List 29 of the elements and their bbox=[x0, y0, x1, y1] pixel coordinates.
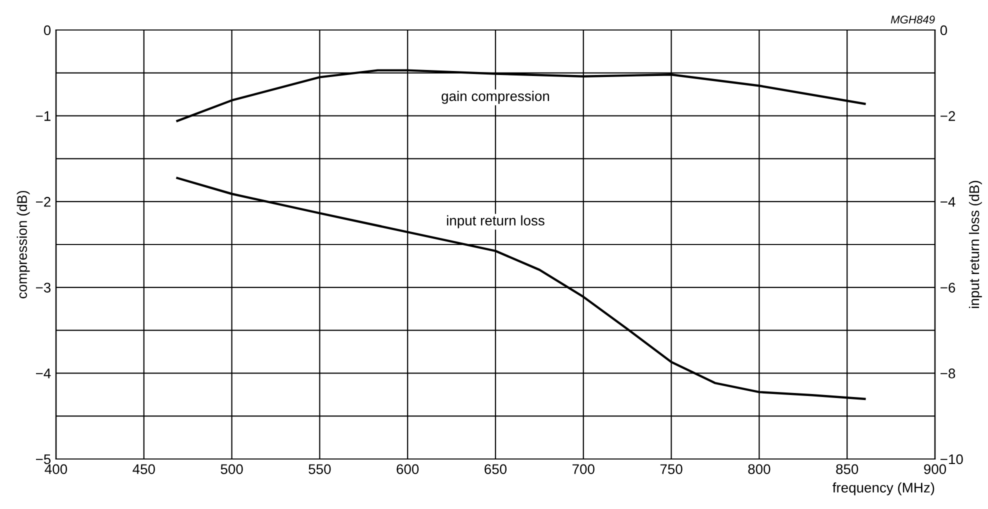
y2-tick-label: −6 bbox=[940, 282, 956, 293]
x-tick-label: 450 bbox=[132, 464, 155, 474]
x-axis-title: frequency (MHz) bbox=[832, 482, 934, 496]
series-label: input return loss bbox=[447, 215, 544, 228]
x-tick-label: 500 bbox=[220, 464, 243, 474]
x-tick-label: 550 bbox=[308, 464, 331, 474]
y-tick-label: −5 bbox=[36, 454, 51, 464]
y2-tick-label: −4 bbox=[940, 197, 956, 207]
y2-tick-label: 0 bbox=[940, 25, 948, 36]
y2-tick-label: −10 bbox=[940, 454, 963, 464]
y-tick-label: 0 bbox=[44, 25, 51, 36]
y-tick-label: −4 bbox=[36, 368, 51, 378]
x-tick-label: 900 bbox=[924, 464, 946, 474]
x-tick-label: 400 bbox=[44, 464, 68, 474]
x-tick-label: 850 bbox=[836, 464, 858, 474]
y2-tick-label: −2 bbox=[940, 111, 955, 121]
y-axis-title: compression (dB) bbox=[16, 190, 30, 298]
y2-axis-title: input return loss (dB) bbox=[968, 180, 982, 308]
x-tick-label: 650 bbox=[484, 464, 507, 474]
series-label: gain compression bbox=[442, 90, 550, 104]
y-tick-label: −2 bbox=[36, 196, 50, 207]
y-tick-label: −3 bbox=[36, 282, 51, 293]
y-tick-label: −1 bbox=[36, 111, 50, 121]
x-tick-label: 750 bbox=[660, 464, 682, 474]
x-tick-label: 700 bbox=[572, 464, 594, 474]
y2-tick-label: −8 bbox=[940, 368, 956, 378]
text: MGH849 bbox=[890, 16, 935, 24]
x-tick-label: 800 bbox=[748, 464, 770, 474]
x-tick-label: 600 bbox=[396, 464, 419, 474]
